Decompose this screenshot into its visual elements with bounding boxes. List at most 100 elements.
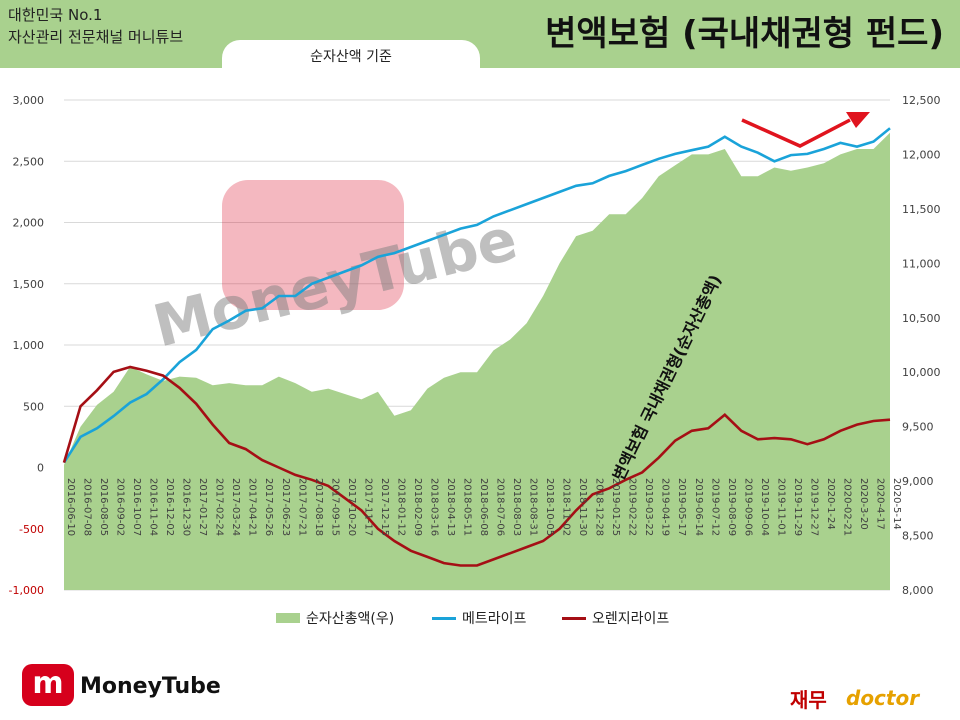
legend: 순자산총액(우) 메트라이프 오렌지라이프 — [0, 606, 960, 630]
x-tick-label: 2017-02-24 — [214, 478, 225, 536]
trend-arrow-head — [846, 112, 870, 128]
x-tick-label: 2017-06-23 — [280, 478, 291, 536]
y-right-tick-label: 10,000 — [902, 366, 941, 379]
legend-swatch — [432, 616, 456, 620]
y-right-tick-label: 8,000 — [902, 584, 934, 597]
x-tick-label: 2016-11-04 — [148, 478, 159, 536]
x-tick-label: 2017-12-15 — [379, 478, 390, 536]
x-tick-label: 2018-10-05 — [544, 478, 555, 536]
x-tick-label: 2019-07-12 — [709, 478, 720, 536]
y-left-tick-label: 1,000 — [13, 339, 45, 352]
x-tick-label: 2019-09-06 — [742, 478, 753, 536]
logo-english-text: doctor — [846, 686, 920, 710]
y-right-tick-label: 12,500 — [902, 94, 941, 107]
y-right-tick-label: 9,500 — [902, 421, 934, 434]
x-tick-label: 2016-09-02 — [115, 478, 126, 536]
chart-subtitle: 순자산액 기준 — [222, 40, 480, 74]
page-title: 변액보험 (국내채권형 펀드) — [545, 14, 944, 54]
x-tick-label: 2019-08-09 — [726, 478, 737, 536]
chart: MoneyTube -1,000 -500 0 500 1,000 1,500 2,000 2… — [9, 94, 941, 597]
x-tick-label: 2016-07-08 — [82, 478, 93, 536]
legend-item-net-assets: 순자산총액(우) — [276, 608, 394, 628]
x-axis: 2016-06-10 2016-07-08 2016-08-05 2016-09-02… — [65, 478, 902, 536]
trend-arrow — [741, 112, 870, 148]
x-tick-label: 2018-07-06 — [495, 478, 506, 536]
x-tick-label: 2017-03-24 — [230, 478, 241, 536]
x-tick-label: 2019-12-27 — [808, 478, 819, 536]
y-axis-right: 8,000 8,500 9,000 9,500 10,000 10,500 11,000 11… — [902, 94, 941, 597]
x-tick-label: 2019-10-04 — [759, 478, 770, 536]
y-right-tick-label: 9,000 — [902, 475, 934, 488]
legend-label: 오렌지라이프 — [592, 611, 670, 627]
y-right-tick-label: 12,000 — [902, 148, 941, 161]
y-right-tick-label: 8,500 — [902, 530, 934, 543]
x-tick-label: 2016-12-02 — [164, 478, 175, 536]
legend-item-metlife: 메트라이프 — [432, 608, 526, 628]
legend-label: 메트라이프 — [462, 611, 527, 627]
legend-label: 순자산총액(우) — [306, 611, 395, 627]
x-tick-label: 2017-10-20 — [346, 478, 357, 536]
x-tick-label: 2018-11-30 — [577, 478, 588, 536]
jaemu-doctor-logo: 재무 doctor — [790, 668, 940, 712]
x-tick-label: 2018-08-31 — [528, 478, 539, 536]
x-tick-label: 2016-08-05 — [98, 478, 109, 536]
x-tick-label: 2019-04-19 — [660, 478, 671, 536]
x-tick-label: 2019-01-25 — [610, 478, 621, 536]
x-tick-label: 2018-11-02 — [561, 478, 572, 536]
x-tick-label: 2020-02-21 — [841, 478, 852, 536]
x-tick-label: 2017-07-21 — [296, 478, 307, 536]
series-area-net-assets — [64, 132, 890, 590]
x-tick-label: 2020-3-20 — [858, 478, 869, 530]
x-tick-label: 2016-10-07 — [131, 478, 142, 536]
x-tick-label: 2018-02-09 — [412, 478, 423, 536]
legend-item-orange: 오렌지라이프 — [562, 608, 669, 628]
legend-swatch — [562, 616, 586, 620]
y-axis-left: -1,000 -500 0 500 1,000 1,500 2,000 2,500 3,000 — [9, 94, 44, 597]
x-tick-label: 2019-05-17 — [676, 478, 687, 536]
header-band: 대한민국 No.1 자산관리 전문채널 머니튜브 변액보험 (국내채권형 펀드)… — [0, 0, 960, 74]
x-tick-label: 2018-01-12 — [395, 478, 406, 536]
x-tick-label: 2017-09-15 — [329, 478, 340, 536]
x-tick-label: 2016-12-30 — [181, 478, 192, 536]
x-tick-label: 2017-11-17 — [362, 478, 373, 536]
y-left-tick-label: 2,000 — [13, 217, 45, 230]
y-left-tick-label: -1,000 — [9, 584, 44, 597]
y-left-tick-label: -500 — [19, 523, 44, 536]
x-tick-label: 2017-05-26 — [263, 478, 274, 536]
x-tick-label: 2017-04-21 — [247, 478, 258, 536]
legend-swatch — [276, 613, 300, 623]
series-line-metlife — [62, 127, 891, 464]
y-left-tick-label: 1,500 — [13, 278, 45, 291]
x-tick-label: 2019-06-14 — [693, 478, 704, 536]
x-tick-label: 2018-04-13 — [445, 478, 456, 536]
x-tick-label: 2020-4-17 — [874, 478, 885, 530]
trend-arrow-line — [741, 118, 851, 148]
x-tick-label: 2018-08-03 — [511, 478, 522, 536]
x-tick-label: 2017-01-27 — [197, 478, 208, 536]
y-right-tick-label: 11,000 — [902, 257, 941, 270]
logo-mark: m — [22, 664, 74, 706]
x-tick-label: 2019-11-01 — [775, 478, 786, 536]
x-tick-label: 2019-11-29 — [792, 478, 803, 536]
y-left-tick-label: 0 — [37, 462, 44, 475]
y-left-tick-label: 2,500 — [13, 155, 45, 168]
watermark-mark — [222, 180, 404, 310]
x-tick-label: 2018-05-11 — [461, 478, 472, 536]
logo-text: MoneyTube — [80, 674, 221, 699]
x-tick-label: 2020-1-24 — [825, 478, 836, 530]
x-tick-label: 2018-12-28 — [594, 478, 605, 536]
x-tick-label: 2016-06-10 — [65, 478, 76, 536]
y-left-tick-label: 3,000 — [13, 94, 45, 107]
x-tick-label: 2020-5-14 — [891, 478, 902, 530]
x-tick-label: 2018-03-16 — [428, 478, 439, 536]
brand-line-1: 대한민국 No.1 — [8, 6, 103, 24]
series-line-orange — [62, 365, 891, 567]
x-tick-label: 2019-03-22 — [643, 478, 654, 536]
x-tick-label: 2019-02-22 — [627, 478, 638, 536]
y-left-tick-label: 500 — [23, 400, 44, 413]
y-right-tick-label: 10,500 — [902, 312, 941, 325]
y-right-tick-label: 11,500 — [902, 203, 941, 216]
watermark: MoneyTube — [147, 180, 524, 361]
x-tick-label: 2017-08-18 — [313, 478, 324, 536]
moneytube-logo: m MoneyTube — [22, 664, 222, 708]
